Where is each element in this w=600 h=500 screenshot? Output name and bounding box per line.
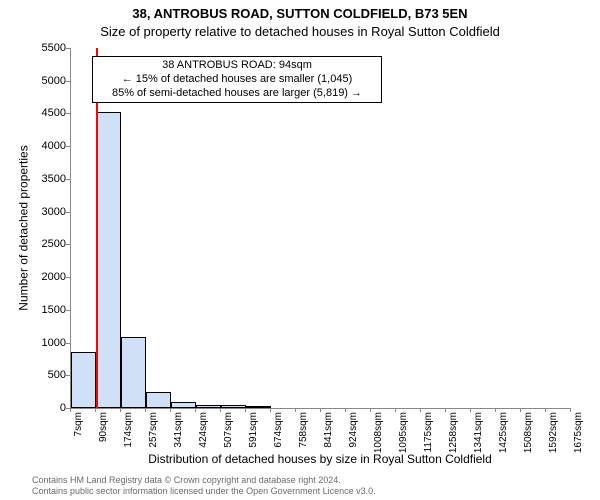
footer-line-1: Contains HM Land Registry data © Crown c…	[32, 475, 376, 485]
y-tick-mark	[66, 343, 70, 344]
y-tick-label: 4000	[6, 140, 66, 152]
annotation-line-1: 38 ANTROBUS ROAD: 94sqm	[99, 59, 375, 73]
y-tick-label: 0	[6, 402, 66, 414]
x-tick-mark	[395, 408, 396, 412]
histogram-bar	[171, 402, 196, 408]
annotation-line-3: 85% of semi-detached houses are larger (…	[99, 87, 375, 101]
x-tick-label: 674sqm	[273, 412, 284, 462]
histogram-bar	[246, 406, 271, 408]
annotation-line-2: ← 15% of detached houses are smaller (1,…	[99, 73, 375, 87]
x-tick-label: 1592sqm	[548, 412, 559, 462]
histogram-bar	[146, 392, 171, 408]
x-tick-mark	[270, 408, 271, 412]
y-tick-label: 500	[6, 369, 66, 381]
x-tick-mark	[295, 408, 296, 412]
histogram-bar	[121, 337, 146, 408]
x-tick-mark	[220, 408, 221, 412]
x-tick-mark	[345, 408, 346, 412]
x-tick-mark	[520, 408, 521, 412]
x-tick-label: 1675sqm	[573, 412, 584, 462]
x-tick-mark	[445, 408, 446, 412]
histogram-bar	[96, 112, 121, 408]
x-tick-label: 1258sqm	[448, 412, 459, 462]
y-tick-mark	[66, 310, 70, 311]
x-tick-mark	[245, 408, 246, 412]
x-tick-mark	[170, 408, 171, 412]
x-tick-label: 90sqm	[98, 412, 109, 462]
x-tick-label: 1508sqm	[523, 412, 534, 462]
x-tick-mark	[120, 408, 121, 412]
y-tick-mark	[66, 113, 70, 114]
x-tick-label: 1175sqm	[423, 412, 434, 462]
footer-line-2: Contains public sector information licen…	[32, 486, 376, 496]
x-tick-label: 1008sqm	[373, 412, 384, 462]
x-tick-mark	[70, 408, 71, 412]
x-tick-mark	[420, 408, 421, 412]
annotation-box: 38 ANTROBUS ROAD: 94sqm ← 15% of detache…	[92, 56, 382, 103]
x-tick-label: 341sqm	[173, 412, 184, 462]
x-tick-label: 257sqm	[148, 412, 159, 462]
x-tick-mark	[320, 408, 321, 412]
y-tick-mark	[66, 277, 70, 278]
x-tick-label: 7sqm	[73, 412, 84, 462]
histogram-bar	[196, 405, 221, 408]
title-line-1: 38, ANTROBUS ROAD, SUTTON COLDFIELD, B73…	[0, 6, 600, 21]
y-tick-mark	[66, 244, 70, 245]
x-tick-mark	[95, 408, 96, 412]
x-tick-mark	[195, 408, 196, 412]
histogram-bar	[221, 405, 246, 408]
x-tick-label: 591sqm	[248, 412, 259, 462]
x-tick-mark	[370, 408, 371, 412]
y-tick-mark	[66, 179, 70, 180]
y-tick-mark	[66, 146, 70, 147]
y-tick-mark	[66, 48, 70, 49]
x-tick-label: 1341sqm	[473, 412, 484, 462]
histogram-bar	[71, 352, 96, 408]
x-tick-label: 174sqm	[123, 412, 134, 462]
y-tick-label: 4500	[6, 107, 66, 119]
y-tick-label: 1000	[6, 337, 66, 349]
chart-container: 38, ANTROBUS ROAD, SUTTON COLDFIELD, B73…	[0, 0, 600, 500]
y-tick-mark	[66, 375, 70, 376]
title-line-2: Size of property relative to detached ho…	[0, 24, 600, 39]
x-tick-mark	[570, 408, 571, 412]
x-tick-label: 758sqm	[298, 412, 309, 462]
y-tick-mark	[66, 212, 70, 213]
y-tick-label: 3000	[6, 206, 66, 218]
y-tick-label: 5000	[6, 75, 66, 87]
y-tick-label: 5500	[6, 42, 66, 54]
x-tick-label: 1095sqm	[398, 412, 409, 462]
y-axis-label: Number of detached properties	[17, 145, 31, 310]
y-axis-label-wrap: Number of detached properties	[18, 48, 30, 408]
x-tick-label: 507sqm	[223, 412, 234, 462]
x-tick-label: 424sqm	[198, 412, 209, 462]
x-axis-label: Distribution of detached houses by size …	[70, 452, 570, 466]
y-tick-label: 3500	[6, 173, 66, 185]
x-tick-mark	[145, 408, 146, 412]
x-tick-label: 841sqm	[323, 412, 334, 462]
footer-attribution: Contains HM Land Registry data © Crown c…	[32, 475, 376, 496]
x-tick-mark	[495, 408, 496, 412]
x-tick-mark	[470, 408, 471, 412]
y-tick-label: 2000	[6, 271, 66, 283]
y-tick-mark	[66, 81, 70, 82]
y-tick-label: 1500	[6, 304, 66, 316]
x-tick-label: 1425sqm	[498, 412, 509, 462]
x-tick-label: 924sqm	[348, 412, 359, 462]
y-tick-label: 2500	[6, 238, 66, 250]
x-tick-mark	[545, 408, 546, 412]
